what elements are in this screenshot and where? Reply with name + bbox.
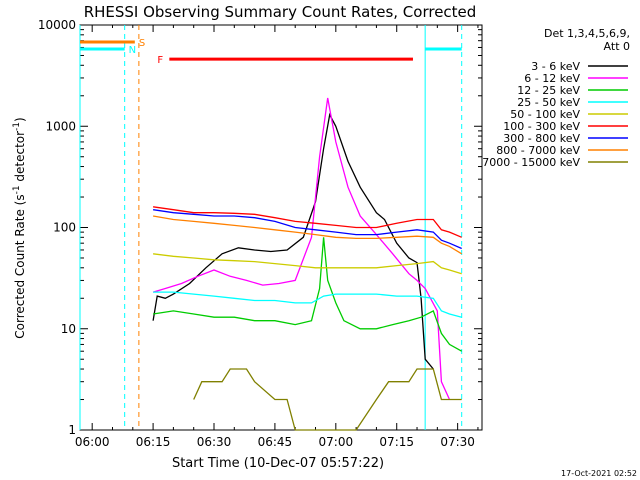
y-tick-label: 1000: [45, 119, 76, 133]
y-tick-label: 100: [53, 221, 76, 235]
legend-label: 300 - 800 keV: [503, 132, 580, 145]
series-line: [152, 97, 451, 400]
series-line: [152, 112, 434, 370]
x-tick-label: 06:30: [197, 435, 232, 449]
flag-label: S: [139, 38, 145, 49]
x-tick-label: 06:15: [136, 435, 171, 449]
y-axis-label: Corrected Count Rate (s-1 detector-1): [12, 117, 27, 338]
y-tick-label: 1: [68, 423, 76, 437]
series-line: [153, 253, 462, 275]
x-tick-label: 07:15: [379, 435, 414, 449]
series-line: [153, 291, 462, 318]
y-tick-label: 10000: [38, 18, 76, 32]
x-axis-label: Start Time (10-Dec-07 05:57:22): [172, 456, 384, 471]
series-line: [152, 215, 463, 255]
x-tick-label: 07:00: [319, 435, 354, 449]
x-tick-label: 06:00: [75, 435, 110, 449]
x-tick-label: 07:30: [440, 435, 475, 449]
plot-area: 06:00 06:15 06:30 06:45 07:00 07:15 07:30 1 10 10…: [38, 18, 483, 449]
chart-title: RHESSI Observing Summary Count Rates, Co…: [84, 3, 477, 21]
legend-label: 12 - 25 keV: [517, 84, 580, 97]
flag-label: N: [129, 45, 136, 56]
legend-header-detectors: Det 1,3,4,5,6,9,: [544, 27, 630, 40]
footer-timestamp: 17-Oct-2021 02:52: [561, 469, 637, 478]
legend-label: 7000 - 15000 keV: [482, 156, 580, 169]
series-line: [153, 209, 462, 250]
series-line: [193, 368, 462, 431]
series-line: [153, 206, 462, 238]
series-line: [153, 237, 463, 352]
legend-label: 6 - 12 keV: [524, 72, 580, 85]
legend-label: 100 - 300 keV: [503, 120, 580, 133]
legend-header-attenuator: Att 0: [604, 40, 630, 53]
flag-label: F: [157, 55, 163, 66]
y-tick-label: 10: [61, 322, 76, 336]
legend-label: 800 - 7000 keV: [496, 144, 580, 157]
legend-label: 3 - 6 keV: [531, 60, 580, 73]
legend-label: 50 - 100 keV: [510, 108, 580, 121]
legend-label: 25 - 50 keV: [517, 96, 580, 109]
x-tick-label: 06:45: [258, 435, 293, 449]
